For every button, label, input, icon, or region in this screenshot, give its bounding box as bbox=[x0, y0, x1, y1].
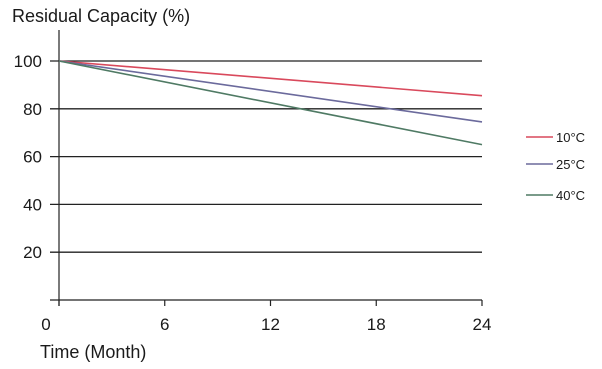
legend-label: 25°C bbox=[556, 157, 585, 172]
x-tick-label: 12 bbox=[261, 315, 280, 334]
x-tick-label: 0 bbox=[41, 315, 50, 334]
y-tick-label: 80 bbox=[23, 100, 42, 119]
axes bbox=[50, 30, 482, 306]
series-line-0 bbox=[58, 60, 483, 97]
legend-label: 10°C bbox=[556, 130, 585, 145]
y-tick-label: 40 bbox=[23, 195, 42, 214]
legend: 10°C 25°C 40°C bbox=[526, 130, 585, 203]
x-tick-label: 18 bbox=[367, 315, 386, 334]
x-tick-label: 6 bbox=[160, 315, 169, 334]
y-tick-label: 60 bbox=[23, 148, 42, 167]
series-line-2 bbox=[58, 60, 483, 146]
y-tick-label: 20 bbox=[23, 243, 42, 262]
gridlines bbox=[50, 60, 482, 253]
x-tick-label: 24 bbox=[473, 315, 492, 334]
tick-labels: 20 40 60 80 100 0 6 12 18 24 bbox=[14, 52, 492, 334]
series-lines bbox=[58, 60, 483, 146]
series-line-1 bbox=[58, 60, 483, 123]
y-tick-label: 100 bbox=[14, 52, 42, 71]
y-axis-title: Residual Capacity (%) bbox=[12, 6, 190, 26]
legend-label: 40°C bbox=[556, 188, 585, 203]
x-axis-title: Time (Month) bbox=[40, 342, 146, 362]
